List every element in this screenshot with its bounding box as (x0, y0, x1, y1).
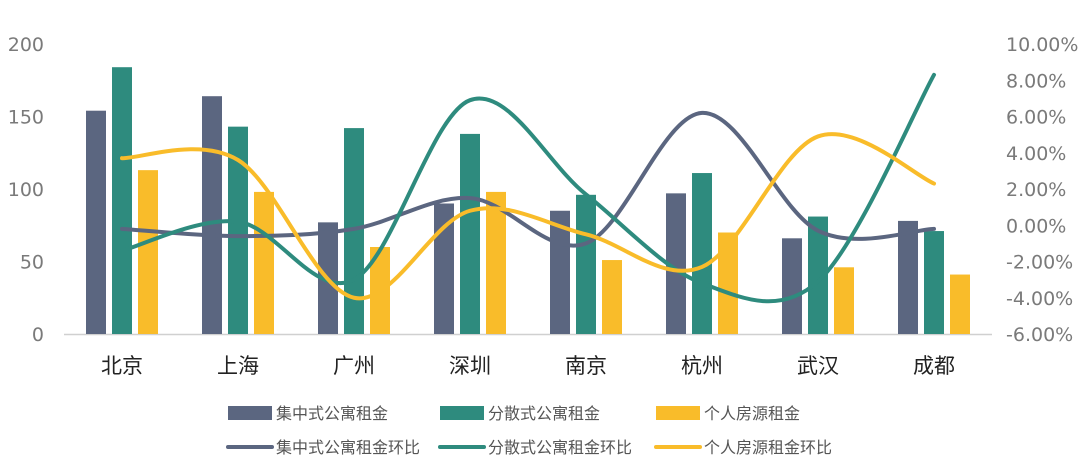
legend-label: 个人房源租金环比 (704, 438, 832, 457)
bar-2-6 (692, 173, 712, 334)
right-tick-label: 8.00% (1006, 70, 1066, 92)
bar-2-5 (576, 194, 596, 334)
bar-3-4 (486, 191, 506, 334)
trend-lines (120, 72, 936, 304)
trend-line-2 (120, 72, 936, 304)
bar-1-4 (434, 203, 454, 334)
left-tick-label: 100 (8, 179, 44, 201)
bar-3-2 (254, 191, 274, 334)
bar-1-8 (898, 220, 918, 334)
category-label: 广州 (333, 354, 375, 378)
bar-1-7 (782, 238, 802, 334)
legend-label: 分散式公寓租金环比 (488, 438, 632, 457)
trend-line-3 (120, 132, 936, 301)
right-axis-ticks: -6.00% -4.00% -2.00% 0.00% 2.00% 4.00% 6.00% 8.… (1006, 34, 1078, 346)
legend-label: 分散式公寓租金 (488, 404, 600, 423)
right-tick-label: -4.00% (1006, 288, 1073, 310)
category-label: 武汉 (797, 354, 839, 378)
right-tick-label: 10.00% (1006, 34, 1078, 56)
bar-1-2 (202, 96, 222, 334)
category-label: 南京 (565, 354, 607, 378)
left-tick-label: 150 (8, 107, 44, 129)
category-label: 北京 (101, 354, 143, 378)
left-tick-label: 0 (32, 324, 44, 346)
bar-3-6 (718, 232, 738, 334)
bars (86, 67, 970, 335)
bar-2-2 (228, 126, 248, 335)
bar-3-7 (834, 267, 854, 334)
bar-1-1 (86, 110, 106, 334)
right-tick-label: -2.00% (1006, 252, 1073, 274)
legend-swatch-bar (440, 406, 484, 420)
right-tick-label: 6.00% (1006, 107, 1066, 129)
bar-3-8 (950, 274, 970, 334)
right-tick-label: 0.00% (1006, 215, 1066, 237)
bar-2-7 (808, 216, 828, 334)
legend-label: 集中式公寓租金 (276, 404, 388, 423)
left-tick-label: 200 (8, 34, 44, 56)
bar-1-6 (666, 193, 686, 334)
legend-label: 集中式公寓租金环比 (276, 438, 420, 457)
legend-label: 个人房源租金 (704, 404, 800, 423)
right-tick-label: 2.00% (1006, 179, 1066, 201)
category-label: 上海 (217, 354, 259, 378)
legend-swatch-bar (656, 406, 700, 420)
category-labels: 北京 上海 广州 深圳 南京 杭州 武汉 成都 (101, 354, 955, 378)
bar-2-8 (924, 231, 944, 334)
bar-2-4 (460, 133, 480, 334)
category-label: 深圳 (449, 354, 491, 378)
right-tick-label: 4.00% (1006, 143, 1066, 165)
category-label: 成都 (913, 354, 955, 378)
bar-3-1 (138, 170, 158, 334)
legend-swatch-bar (228, 406, 272, 420)
left-tick-label: 50 (20, 252, 44, 274)
bar-3-5 (602, 260, 622, 334)
bar-2-1 (112, 67, 132, 334)
left-axis-ticks: 0 50 100 150 200 (8, 34, 44, 346)
category-label: 杭州 (681, 354, 723, 378)
right-tick-label: -6.00% (1006, 324, 1073, 346)
